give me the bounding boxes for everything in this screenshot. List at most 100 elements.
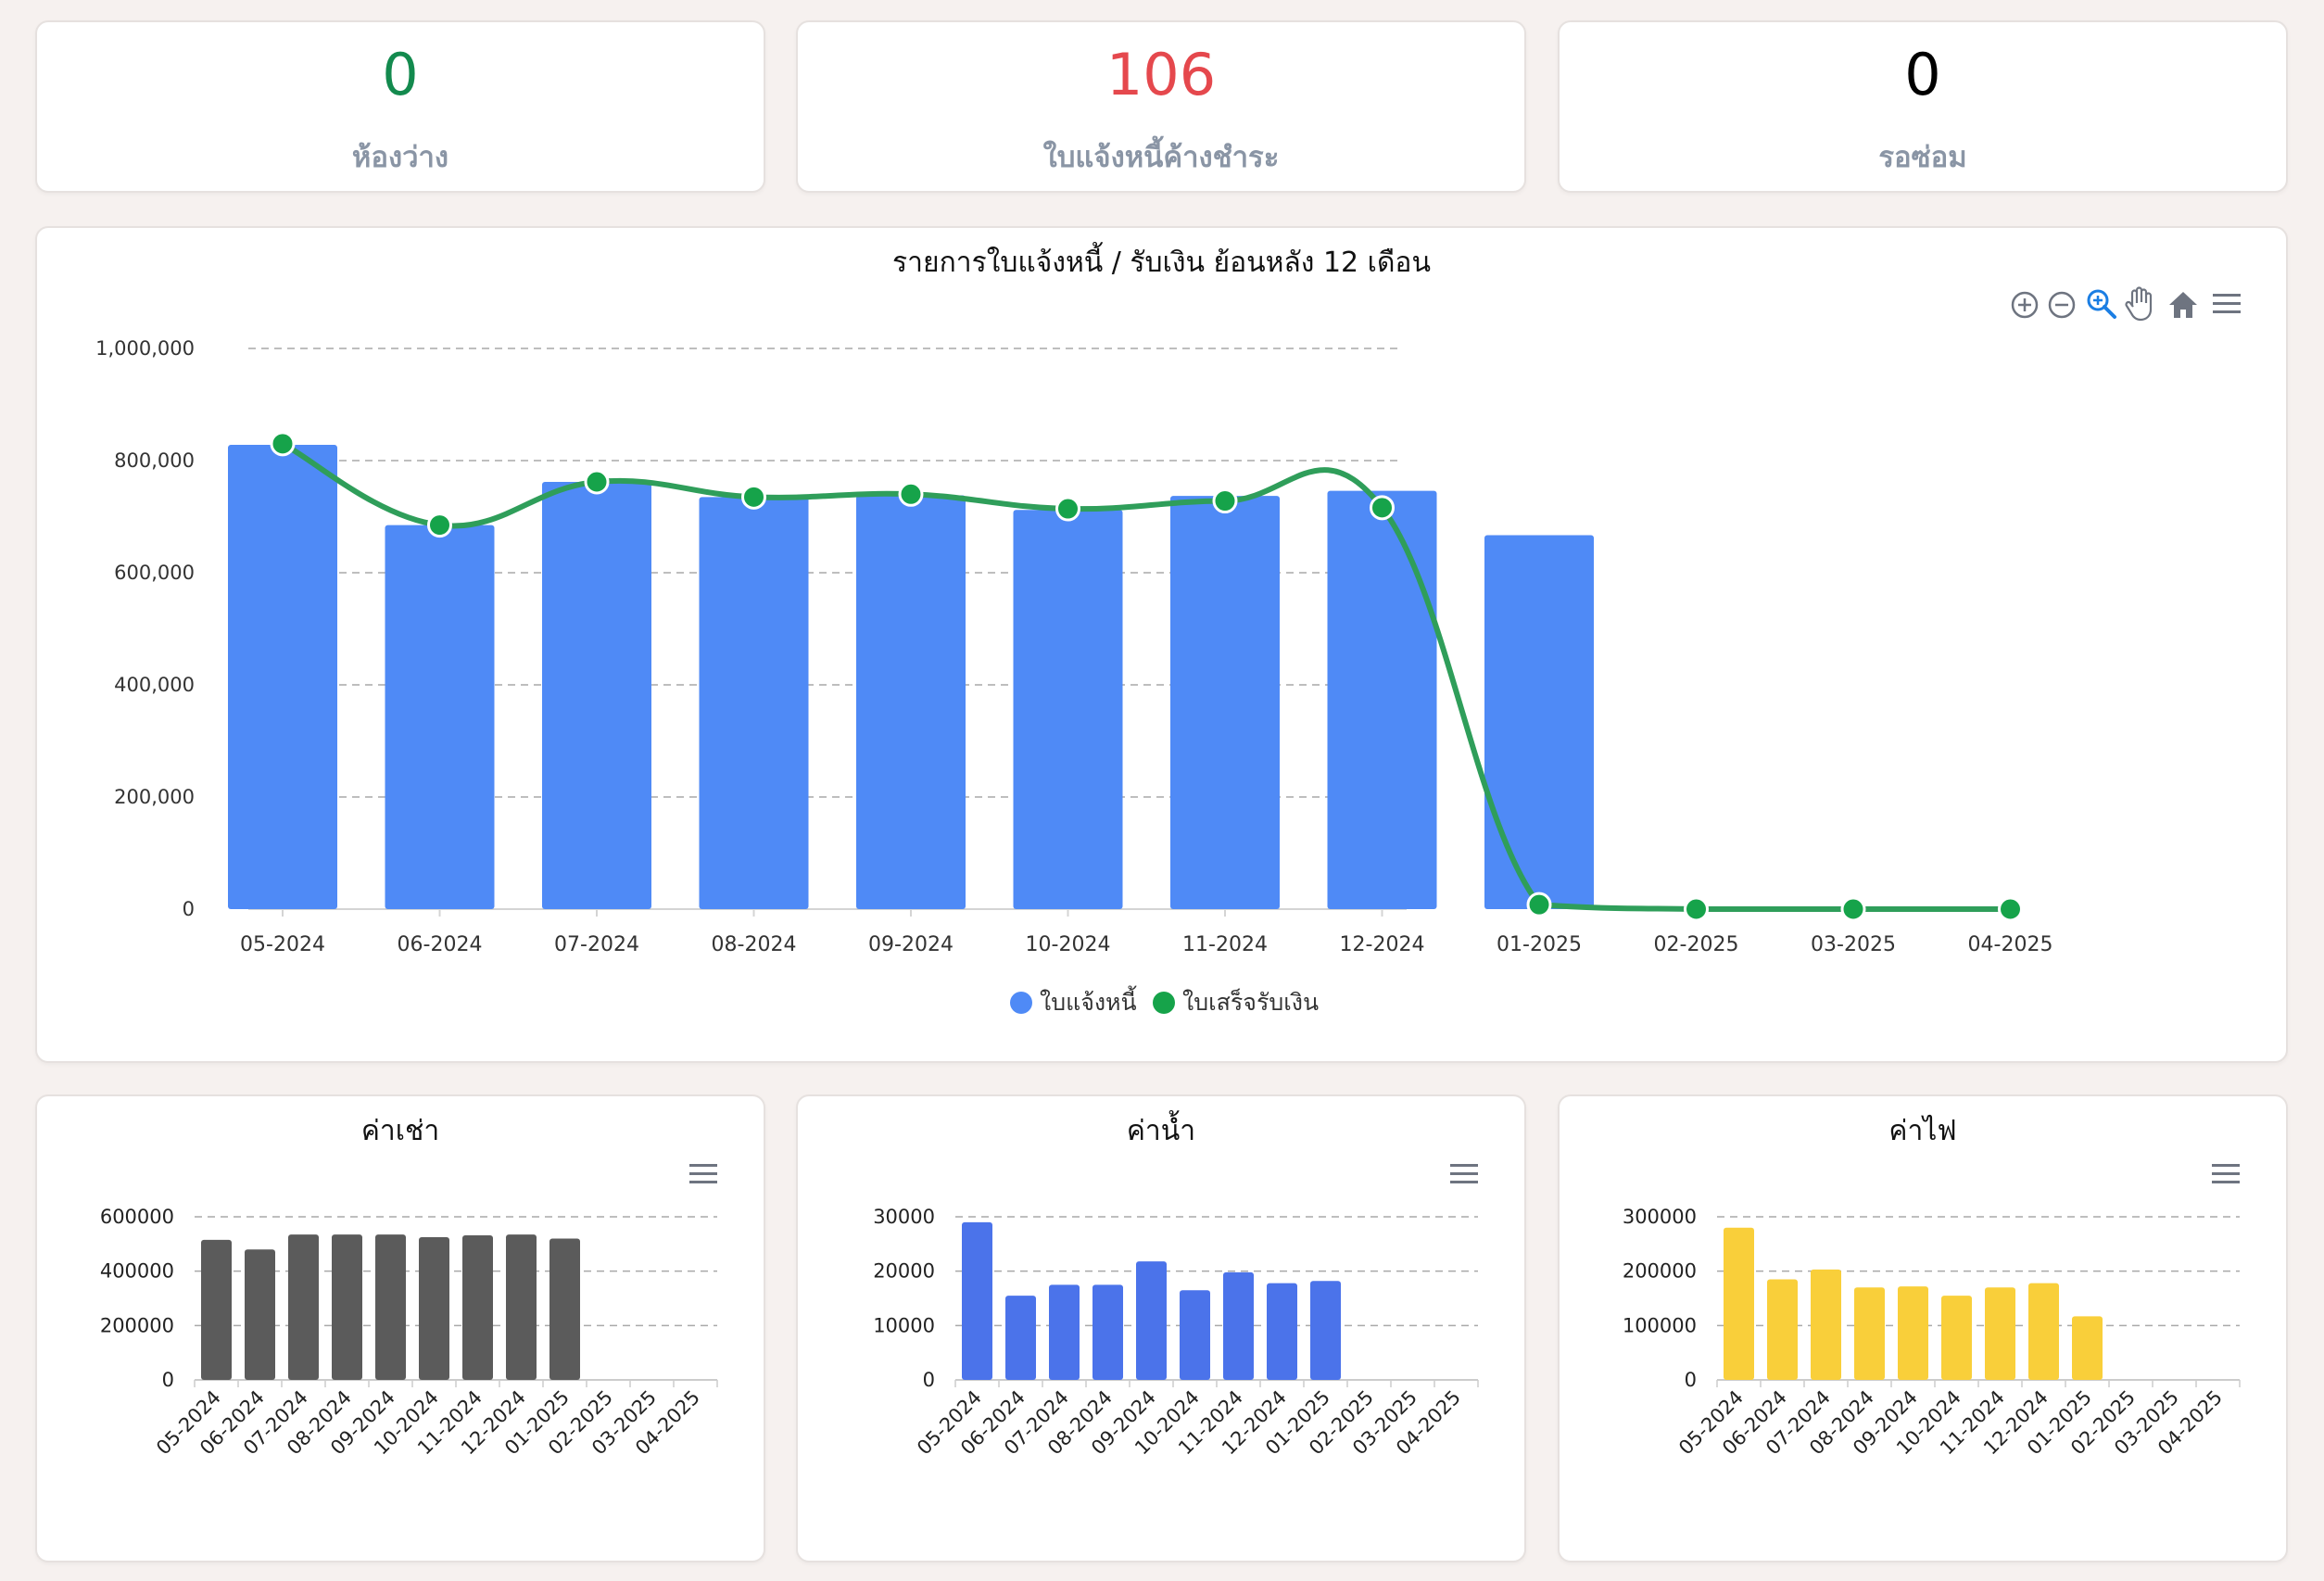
- water-chart-plot: 010000200003000005-202406-202407-202408-…: [873, 1206, 1479, 1460]
- y-tick-label: 20000: [873, 1260, 935, 1283]
- invoice-bar: [542, 481, 651, 909]
- legend-marker-invoices: [1010, 992, 1032, 1014]
- legend-label: ใบแจ้งหนี้: [1040, 989, 1137, 1016]
- receipt-point: [1055, 496, 1080, 522]
- x-tick-label: 02-2025: [1654, 933, 1739, 956]
- receipt-point: [1370, 495, 1395, 521]
- bar: [1180, 1290, 1210, 1380]
- bar: [1267, 1283, 1297, 1380]
- y-tick-label: 10000: [873, 1314, 935, 1336]
- x-tick-label: 01-2025: [1497, 933, 1582, 956]
- x-tick-label: 06-2024: [398, 933, 483, 956]
- bar: [1049, 1284, 1080, 1380]
- menu-icon[interactable]: [2211, 291, 2242, 317]
- invoice-bar: [1484, 535, 1594, 909]
- legend-item-invoices[interactable]: ใบแจ้งหนี้: [1010, 984, 1137, 1021]
- y-tick-label: 300000: [1623, 1206, 1697, 1228]
- y-tick-label: 200,000: [114, 786, 195, 808]
- bar: [419, 1237, 449, 1380]
- water-chart-card: ค่าน้ำ 0 10000 20000 30000 05-2024 06-2024 07-…: [796, 1094, 1526, 1562]
- receipt-point: [1526, 892, 1552, 917]
- stat-value: 0: [1904, 41, 1941, 108]
- x-tick-label: 09-2024: [868, 933, 954, 956]
- x-tick-label: 03-2025: [1811, 933, 1896, 956]
- invoice-bar: [228, 445, 337, 909]
- pan-hand-icon[interactable]: [2124, 285, 2157, 323]
- bar: [1767, 1279, 1798, 1380]
- y-tick-label: 400000: [100, 1260, 174, 1283]
- menu-icon[interactable]: [1448, 1161, 1480, 1187]
- receipt-point: [1840, 896, 1866, 922]
- y-tick-label: 0: [923, 1369, 935, 1391]
- bar: [1854, 1287, 1885, 1380]
- bar: [506, 1234, 537, 1380]
- menu-icon[interactable]: [2210, 1161, 2242, 1187]
- bar: [288, 1234, 319, 1380]
- bar: [201, 1239, 232, 1380]
- y-tick-label: 200000: [1623, 1260, 1697, 1283]
- receipt-point: [1684, 896, 1709, 922]
- stat-label: ห้องว่าง: [351, 141, 449, 174]
- zoom-out-icon[interactable]: [2046, 289, 2078, 321]
- main-chart-title: รายการใบแจ้งหนี้ / รับเงิน ย้อนหลัง 12 เ…: [892, 247, 1431, 279]
- home-reset-icon[interactable]: [2166, 289, 2200, 321]
- bar: [375, 1234, 406, 1380]
- legend-item-receipts[interactable]: ใบเสร็จรับเงิน: [1153, 984, 1319, 1021]
- y-tick-label: 1,000,000: [95, 337, 195, 360]
- y-tick-label: 0: [183, 898, 195, 920]
- x-tick-label: 08-2024: [712, 933, 797, 956]
- receipt-point: [898, 481, 924, 507]
- bar: [962, 1221, 992, 1380]
- invoice-bar: [1013, 510, 1123, 909]
- stat-value: 0: [382, 41, 419, 108]
- bar: [1223, 1271, 1254, 1380]
- x-tick-label: 04-2025: [1968, 933, 2053, 956]
- legend-marker-receipts: [1153, 992, 1175, 1014]
- y-tick-label: 200000: [100, 1314, 174, 1336]
- stat-label: รอซ่อม: [1878, 141, 1967, 174]
- stat-value: 106: [1105, 41, 1217, 108]
- bar: [549, 1238, 580, 1380]
- bar: [1136, 1261, 1167, 1380]
- receipt-point: [1212, 488, 1238, 514]
- stat-card-overdue-invoices[interactable]: 106 ใบแจ้งหนี้ค้างชำระ: [796, 20, 1526, 193]
- receipt-point: [584, 469, 610, 495]
- bar: [332, 1234, 362, 1380]
- bar: [1898, 1286, 1928, 1380]
- y-tick-label: 800,000: [114, 449, 195, 472]
- rent-chart-plot: 020000040000060000005-202406-202407-2024…: [100, 1206, 718, 1460]
- stat-label: ใบแจ้งหนี้ค้างชำระ: [1042, 141, 1280, 174]
- rent-chart-card: ค่าเช่า 0 200000 400000 600000 05-2024 06-202…: [35, 1094, 765, 1562]
- invoice-bar: [1327, 490, 1437, 909]
- x-tick-label: 11-2024: [1182, 933, 1268, 956]
- x-tick-label: 05-2024: [240, 933, 325, 956]
- x-tick-label: 12-2024: [1340, 933, 1425, 956]
- zoom-in-icon[interactable]: [2009, 289, 2040, 321]
- invoice-bar: [856, 495, 966, 909]
- invoice-bar: [1170, 496, 1280, 909]
- x-tick-label: 07-2024: [554, 933, 639, 956]
- menu-icon[interactable]: [688, 1161, 719, 1187]
- legend-label: ใบเสร็จรับเงิน: [1182, 989, 1320, 1016]
- y-tick-label: 30000: [873, 1206, 935, 1228]
- invoice-bar: [385, 525, 495, 909]
- invoice-bar: [699, 497, 809, 909]
- zoom-selection-icon[interactable]: [2085, 287, 2118, 321]
- bar: [1005, 1296, 1036, 1380]
- stat-card-vacant-rooms[interactable]: 0 ห้องว่าง: [35, 20, 765, 193]
- electricity-chart-plot: 010000020000030000005-202406-202407-2024…: [1623, 1206, 2241, 1460]
- bar: [1310, 1281, 1341, 1380]
- receipt-point: [741, 484, 766, 510]
- bar: [462, 1234, 493, 1380]
- main-chart-card: รายการใบแจ้งหนี้ / รับเงิน ย้อนหลัง 12 เ…: [35, 226, 2288, 1063]
- bar: [1941, 1296, 1972, 1380]
- y-tick-label: 600000: [100, 1206, 174, 1228]
- stat-card-pending-repairs[interactable]: 0 รอซ่อม: [1558, 20, 2288, 193]
- y-tick-label: 0: [162, 1369, 174, 1391]
- receipt-line: [281, 441, 2011, 913]
- receipt-point: [270, 431, 296, 457]
- water-chart-title: ค่าน้ำ: [1126, 1115, 1196, 1147]
- y-tick-label: 0: [1685, 1369, 1697, 1391]
- bar: [1093, 1284, 1123, 1380]
- electricity-chart-card: ค่าไฟ 0 100000 200000 300000 05-2024 06-2024 0…: [1558, 1094, 2288, 1562]
